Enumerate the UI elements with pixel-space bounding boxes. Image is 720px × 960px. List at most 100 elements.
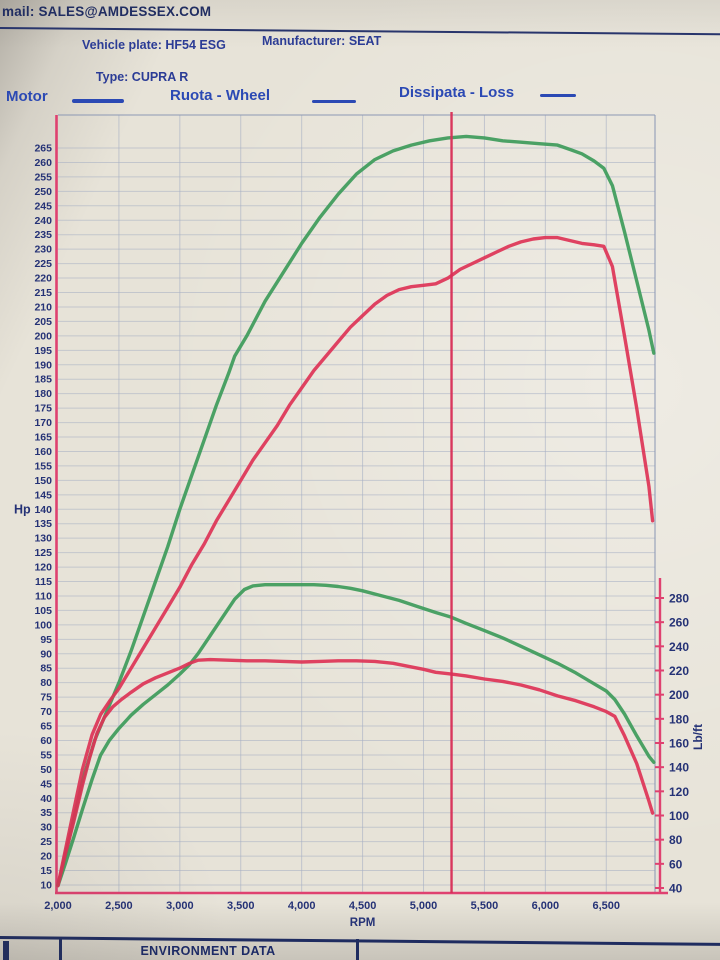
legend-label-wheel: Ruota - Wheel: [170, 87, 270, 104]
legend-label-motor: Motor: [6, 88, 48, 105]
curve-motor-power: [56, 134, 656, 887]
vehicle-info-block: Vehicle plate: HF54 ESG Type: CUPRA R: [82, 37, 226, 85]
svg-text:180: 180: [34, 388, 52, 400]
svg-text:235: 235: [34, 229, 52, 241]
manufacturer-text: Manufacturer: SEAT: [262, 34, 382, 48]
svg-text:10: 10: [40, 880, 52, 892]
svg-text:225: 225: [34, 258, 52, 270]
svg-text:160: 160: [669, 737, 689, 751]
svg-text:50: 50: [40, 764, 52, 776]
svg-text:185: 185: [34, 374, 52, 386]
svg-text:40: 40: [669, 882, 683, 896]
svg-text:230: 230: [34, 244, 52, 256]
svg-text:110: 110: [35, 590, 52, 602]
svg-text:4,500: 4,500: [349, 900, 377, 912]
svg-text:5,500: 5,500: [471, 900, 499, 912]
legend-swatch-motor: [72, 99, 124, 103]
svg-text:130: 130: [34, 533, 52, 545]
svg-text:75: 75: [40, 692, 52, 704]
footer-table-divider-2: [356, 939, 359, 960]
svg-text:100: 100: [34, 619, 52, 631]
svg-text:60: 60: [40, 735, 52, 747]
svg-text:150: 150: [34, 475, 52, 487]
svg-text:195: 195: [34, 345, 52, 357]
svg-text:255: 255: [34, 171, 52, 183]
svg-text:3,000: 3,000: [166, 900, 194, 912]
chart-curves: [56, 134, 656, 888]
svg-text:5,000: 5,000: [410, 900, 438, 912]
svg-text:3,500: 3,500: [227, 900, 255, 912]
svg-text:70: 70: [40, 706, 52, 718]
chart-axis-labels: 10 15 20 25 30 35 40 45 50 55 60 65 70 75 80 85 90 95 100 1…: [14, 143, 705, 930]
svg-text:145: 145: [34, 489, 52, 501]
svg-text:280: 280: [669, 592, 689, 606]
svg-text:240: 240: [34, 215, 52, 227]
svg-text:2,000: 2,000: [44, 900, 72, 912]
svg-text:220: 220: [34, 273, 52, 285]
svg-text:90: 90: [40, 648, 52, 660]
svg-text:190: 190: [34, 359, 52, 371]
svg-text:30: 30: [40, 822, 52, 834]
svg-text:15: 15: [40, 865, 52, 877]
svg-text:45: 45: [40, 778, 52, 790]
svg-text:200: 200: [34, 330, 52, 342]
svg-text:65: 65: [40, 721, 52, 733]
svg-text:215: 215: [34, 287, 52, 299]
svg-text:6,500: 6,500: [592, 900, 620, 912]
curve-wheel-power: [56, 235, 655, 887]
footer-table-left-edge: [3, 941, 9, 960]
svg-text:240: 240: [669, 640, 689, 654]
svg-text:180: 180: [669, 712, 689, 726]
svg-text:80: 80: [669, 833, 683, 847]
svg-text:200: 200: [669, 688, 689, 702]
footer-table-divider-1: [59, 938, 62, 960]
svg-text:2,500: 2,500: [105, 900, 133, 912]
svg-text:220: 220: [669, 664, 689, 678]
legend-label-loss: Dissipata - Loss: [399, 84, 515, 101]
svg-text:4,000: 4,000: [288, 900, 316, 912]
svg-text:60: 60: [669, 857, 683, 871]
svg-text:RPM: RPM: [350, 917, 376, 929]
svg-text:140: 140: [669, 761, 689, 775]
svg-text:165: 165: [34, 432, 52, 444]
svg-text:35: 35: [40, 807, 52, 819]
svg-text:95: 95: [40, 634, 52, 646]
svg-text:260: 260: [34, 157, 52, 169]
svg-text:140: 140: [34, 504, 52, 516]
svg-text:260: 260: [669, 616, 689, 630]
curve-wheel-torque: [56, 657, 655, 888]
svg-text:155: 155: [34, 460, 52, 472]
svg-text:120: 120: [34, 562, 52, 574]
curve-motor-torque: [56, 583, 656, 888]
svg-text:265: 265: [34, 143, 52, 155]
legend-swatch-loss: [540, 94, 576, 97]
svg-text:80: 80: [40, 677, 52, 689]
vehicle-type-text: Type: CUPRA R: [95, 70, 189, 84]
chart-grid: [58, 114, 656, 893]
email-text: mail: SALES@AMDESSEX.COM: [2, 4, 212, 19]
environment-data-header: ENVIRONMENT DATA: [140, 944, 276, 958]
chart-axes: [55, 115, 668, 895]
svg-text:Hp: Hp: [14, 502, 31, 516]
svg-text:Lb/ft: Lb/ft: [691, 724, 705, 750]
svg-text:25: 25: [40, 836, 52, 848]
svg-text:120: 120: [669, 785, 689, 799]
svg-text:160: 160: [34, 446, 52, 458]
vehicle-plate-text: Vehicle plate: HF54 ESG: [82, 38, 226, 52]
svg-text:105: 105: [34, 605, 52, 617]
svg-text:6,000: 6,000: [532, 900, 560, 912]
svg-text:175: 175: [34, 403, 52, 415]
legend-swatch-wheel: [312, 100, 356, 103]
svg-text:245: 245: [34, 200, 52, 212]
svg-text:170: 170: [34, 417, 52, 429]
svg-text:20: 20: [40, 851, 52, 863]
svg-text:40: 40: [40, 793, 52, 805]
svg-text:205: 205: [34, 316, 52, 328]
svg-text:100: 100: [669, 809, 689, 823]
svg-text:135: 135: [34, 518, 52, 530]
svg-text:250: 250: [34, 186, 52, 198]
svg-text:125: 125: [34, 547, 52, 559]
svg-text:55: 55: [40, 749, 52, 761]
